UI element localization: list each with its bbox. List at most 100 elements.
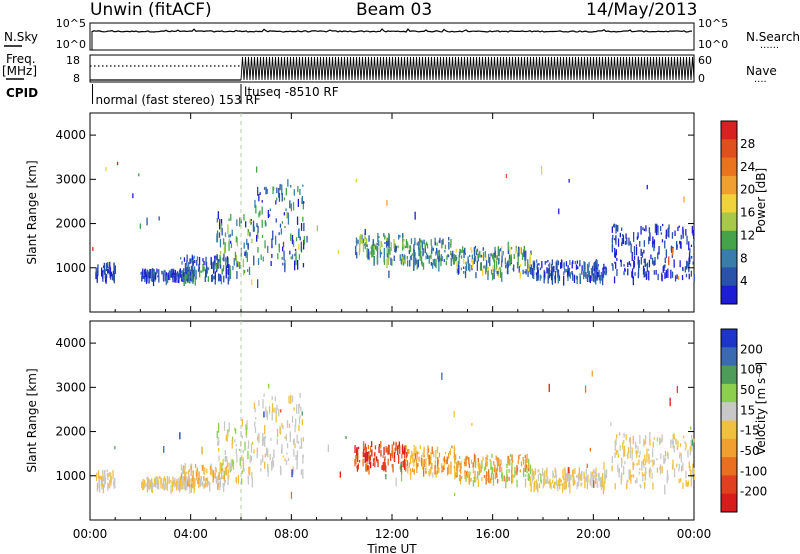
power-echo xyxy=(419,245,421,255)
power-echo xyxy=(162,271,164,274)
velocity-echo xyxy=(685,480,687,487)
power-echo xyxy=(181,261,183,265)
power-echo xyxy=(676,274,678,280)
velocity-echo xyxy=(142,483,144,491)
power-echo xyxy=(228,238,230,243)
power-echo xyxy=(191,273,193,283)
power-echo xyxy=(221,227,223,236)
velocity-colorbar-frame xyxy=(720,328,738,513)
power-echo xyxy=(228,218,230,221)
velocity-echo xyxy=(109,471,111,477)
velocity-echo xyxy=(401,453,403,459)
power-echo xyxy=(426,252,428,256)
power-echo xyxy=(252,220,255,227)
power-echo xyxy=(216,254,218,260)
power-echo xyxy=(663,264,665,271)
velocity-echo xyxy=(247,475,249,480)
velocity-echo xyxy=(295,454,297,461)
power-echo xyxy=(658,246,660,255)
power-echo xyxy=(187,273,189,281)
velocity-echo xyxy=(444,451,447,455)
power-echo xyxy=(200,270,202,273)
power-echo xyxy=(524,256,526,267)
power-echo xyxy=(165,272,168,276)
velocity-echo xyxy=(629,436,632,444)
velocity-echo xyxy=(583,474,586,478)
velocity-echo xyxy=(566,472,568,479)
velocity-echo xyxy=(672,467,674,470)
power-echo xyxy=(169,273,171,281)
power-echo xyxy=(469,254,471,257)
velocity-echo xyxy=(246,420,248,431)
velocity-echo xyxy=(184,472,187,477)
velocity-echo xyxy=(300,443,303,449)
power-echo xyxy=(563,271,565,276)
power-echo xyxy=(366,244,368,247)
velocity-echo xyxy=(584,479,586,489)
power-echo xyxy=(584,269,586,277)
power-echo xyxy=(501,255,503,263)
power-echo xyxy=(619,232,621,238)
power-echo xyxy=(234,251,237,261)
power-echo xyxy=(612,264,614,271)
velocity-echo xyxy=(292,466,294,475)
power-echo xyxy=(162,272,165,277)
power-echo xyxy=(464,270,467,279)
velocity-echo xyxy=(245,426,248,435)
power-echo xyxy=(485,255,487,261)
power-echo xyxy=(665,229,667,239)
velocity-echo xyxy=(576,475,578,479)
power-echo xyxy=(371,248,373,258)
power-echo xyxy=(423,239,425,245)
power-colorbar-segment xyxy=(721,267,737,287)
power-echo xyxy=(104,272,106,279)
power-echo xyxy=(388,255,390,261)
velocity-echo xyxy=(256,447,258,456)
power-echo xyxy=(147,269,149,278)
power-echo xyxy=(267,209,269,219)
power-echo xyxy=(643,228,645,232)
power-echo xyxy=(92,247,94,251)
power-echo xyxy=(639,241,641,247)
velocity-echo xyxy=(401,446,404,453)
power-echo xyxy=(174,269,177,276)
velocity-echo xyxy=(100,475,102,480)
power-echo xyxy=(222,257,224,261)
power-echo xyxy=(653,260,655,266)
velocity-echo xyxy=(516,465,518,476)
velocity-echo xyxy=(256,452,258,459)
power-echo xyxy=(237,263,239,267)
velocity-echo xyxy=(188,476,190,485)
velocity-echo xyxy=(486,471,488,477)
power-echo xyxy=(205,256,207,266)
power-echo xyxy=(615,224,617,234)
velocity-colorbar-segment xyxy=(721,420,737,440)
velocity-echo xyxy=(288,395,290,404)
velocity-echo xyxy=(652,482,654,490)
velocity-echo xyxy=(448,452,450,459)
power-echo xyxy=(596,275,598,280)
power-echo xyxy=(428,255,430,264)
power-echo xyxy=(474,245,477,249)
power-echo xyxy=(404,255,406,264)
velocity-echo xyxy=(632,474,635,478)
velocity-echo xyxy=(383,459,386,465)
velocity-echo xyxy=(633,463,635,466)
power-echo xyxy=(499,266,501,270)
power-echo xyxy=(536,275,538,282)
velocity-echo xyxy=(574,468,576,475)
power-echo xyxy=(488,253,490,264)
power-echo xyxy=(158,216,160,221)
power-echo xyxy=(476,248,479,252)
power-echo xyxy=(227,224,229,234)
velocity-echo xyxy=(595,467,597,471)
power-echo xyxy=(279,186,281,191)
power-echo xyxy=(189,258,191,264)
power-echo xyxy=(517,250,519,253)
power-echo xyxy=(599,275,601,280)
power-echo xyxy=(388,234,390,241)
velocity-echo xyxy=(383,461,385,472)
velocity-echo xyxy=(539,472,541,475)
velocity-echo xyxy=(104,470,106,480)
power-echo xyxy=(557,269,560,276)
